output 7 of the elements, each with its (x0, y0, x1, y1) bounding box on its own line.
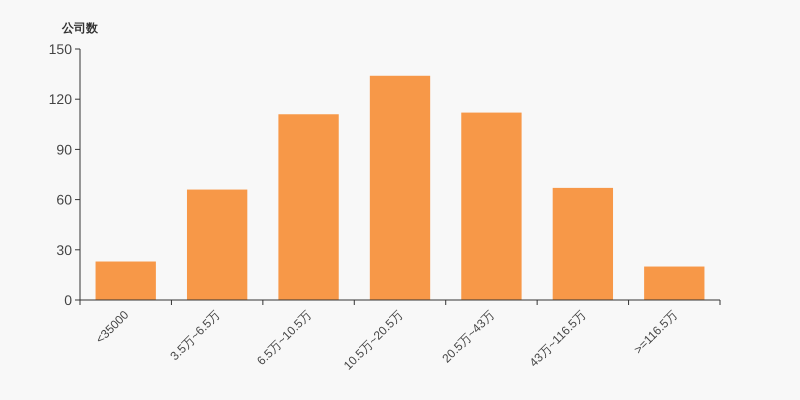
y-tick-label: 90 (56, 141, 72, 158)
y-tick-label: 150 (48, 41, 72, 57)
y-tick-label: 120 (48, 91, 72, 108)
y-tick-label: 60 (56, 192, 72, 208)
y-tick-label: 30 (56, 242, 72, 258)
y-tick-label: 0 (64, 292, 72, 308)
y-axis-title: 公司数 (61, 21, 99, 35)
